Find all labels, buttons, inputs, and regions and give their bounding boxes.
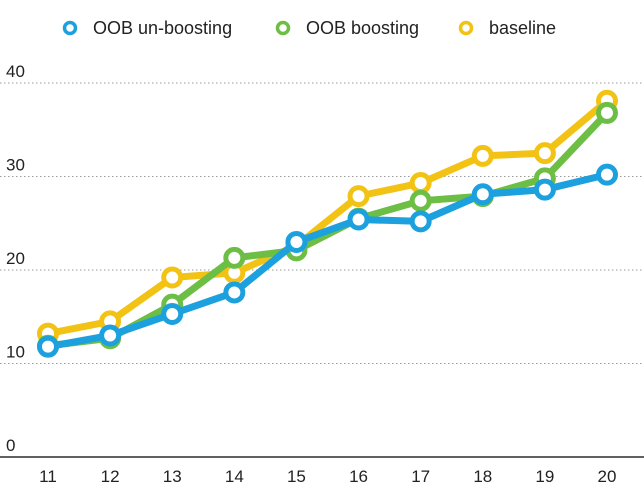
y-tick-label-10: 10 <box>6 343 25 362</box>
point-oob-un-boosting-17 <box>409 210 432 233</box>
legend-item-oob-un-boosting: OOB un-boosting <box>62 18 232 38</box>
legend-item-oob-boosting: OOB boosting <box>275 18 419 38</box>
point-oob-un-boosting-12 <box>99 324 122 347</box>
legend-marker-baseline <box>458 20 474 36</box>
point-oob-un-boosting-19 <box>533 178 556 201</box>
x-tick-label-16: 16 <box>349 467 368 486</box>
series-baseline <box>37 89 618 345</box>
point-baseline-17 <box>409 172 432 195</box>
y-tick-label-40: 40 <box>6 62 25 81</box>
point-oob-un-boosting-18 <box>471 183 494 206</box>
x-axis-tick-labels: 11 12 13 14 15 16 17 18 19 20 <box>39 467 616 486</box>
x-tick-label-14: 14 <box>225 467 244 486</box>
point-baseline-18 <box>471 144 494 167</box>
legend: OOB un-boosting OOB boosting baseline <box>62 18 556 38</box>
x-tick-label-11: 11 <box>39 467 57 486</box>
legend-marker-oob-boosting <box>275 20 291 36</box>
point-oob-un-boosting-14 <box>223 281 246 304</box>
x-tick-label-12: 12 <box>101 467 120 486</box>
point-oob-un-boosting-20 <box>596 163 618 186</box>
series-line-baseline <box>44 97 611 338</box>
legend-item-baseline: baseline <box>458 18 556 38</box>
x-tick-label-17: 17 <box>411 467 430 486</box>
series-line-oob-un-boosting <box>44 171 611 351</box>
x-tick-label-18: 18 <box>473 467 492 486</box>
point-oob-un-boosting-13 <box>161 302 184 325</box>
point-baseline-16 <box>347 185 370 208</box>
x-tick-label-13: 13 <box>163 467 182 486</box>
x-tick-label-20: 20 <box>598 467 617 486</box>
point-oob-boosting-17 <box>409 189 432 212</box>
legend-label-baseline: baseline <box>489 18 556 38</box>
x-tick-label-15: 15 <box>287 467 306 486</box>
point-oob-boosting-14 <box>223 246 246 269</box>
y-tick-label-30: 30 <box>6 156 25 175</box>
legend-marker-oob-un-boosting <box>62 20 78 36</box>
point-baseline-13 <box>161 266 184 289</box>
y-axis-tick-labels: 0 10 20 30 40 <box>6 62 25 455</box>
x-tick-label-19: 19 <box>535 467 554 486</box>
point-oob-un-boosting-16 <box>347 208 370 231</box>
point-oob-boosting-20 <box>596 101 618 124</box>
point-oob-un-boosting-15 <box>285 230 308 253</box>
point-oob-un-boosting-11 <box>37 335 59 358</box>
y-tick-label-0: 0 <box>6 436 15 455</box>
y-tick-label-20: 20 <box>6 249 25 268</box>
legend-label-oob-boosting: OOB boosting <box>306 18 419 38</box>
point-baseline-19 <box>533 142 556 165</box>
legend-label-oob-un-boosting: OOB un-boosting <box>93 18 232 38</box>
data-series <box>37 89 618 358</box>
series-oob-un-boosting <box>37 163 618 358</box>
